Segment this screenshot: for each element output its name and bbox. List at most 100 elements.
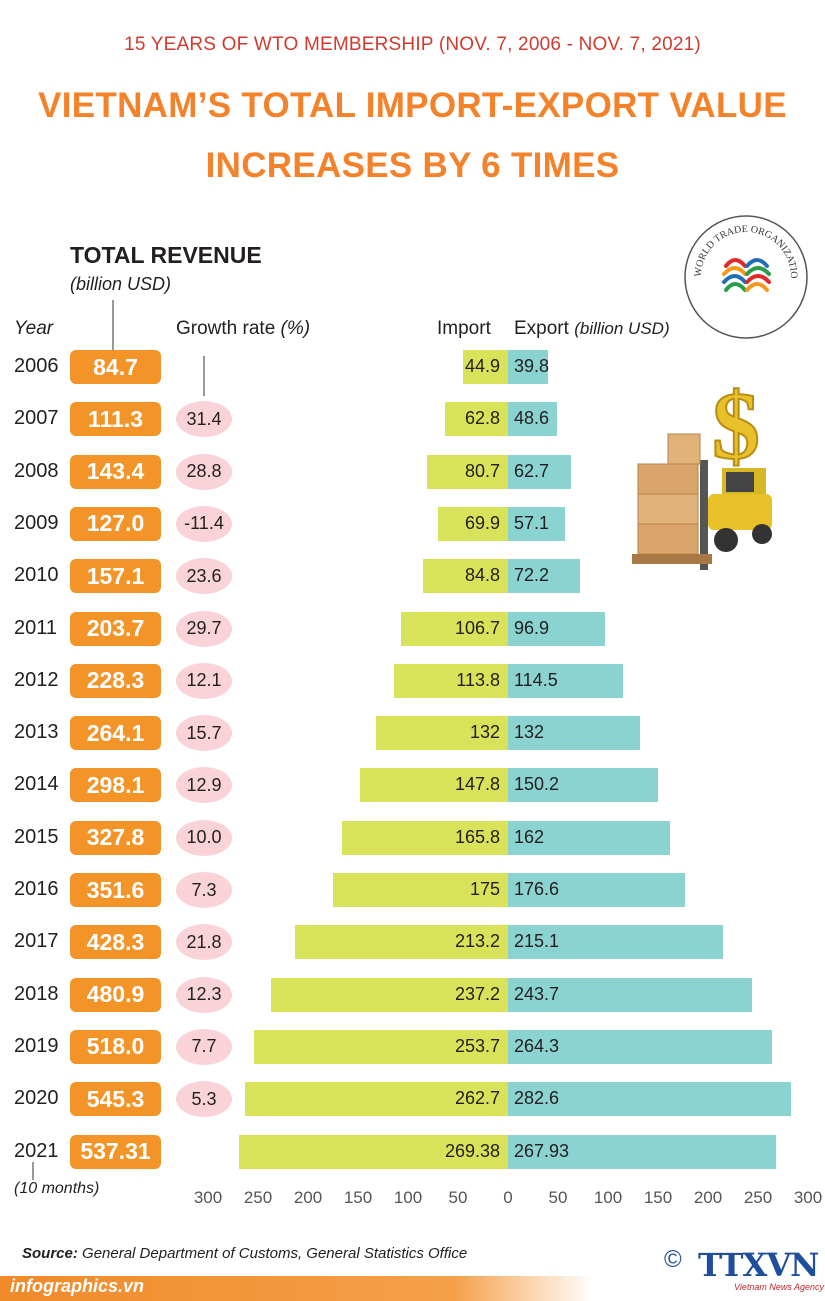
total-revenue-badge: 537.31 — [70, 1134, 161, 1169]
year-label: 2016 — [14, 878, 59, 900]
total-revenue-badge: 143.4 — [70, 454, 161, 489]
export-value-label: 282.6 — [514, 1088, 560, 1109]
growth-rate-badge: 12.9 — [176, 767, 232, 804]
import-value-label: 106.7 — [454, 617, 500, 638]
source-note: Source: General Department of Customs, G… — [22, 1245, 467, 1262]
export-bar — [508, 1082, 791, 1117]
total-revenue-badge: 127.0 — [70, 506, 161, 541]
export-value-label: 96.9 — [514, 617, 550, 638]
wto-logo: WORLD TRADE ORGANIZATION — [683, 214, 808, 339]
ten-months-note: (10 months) — [14, 1180, 100, 1197]
export-bar — [508, 559, 581, 594]
import-bar — [438, 506, 508, 541]
year-label: 2018 — [14, 982, 59, 1005]
year-label: 2011 — [14, 616, 58, 639]
import-bar — [294, 925, 508, 960]
x-tick-label: 0 — [503, 1188, 513, 1207]
export-column-header: Export (billion USD) — [514, 318, 670, 340]
export-value-label: 114.5 — [514, 669, 558, 690]
import-bar — [360, 768, 508, 803]
growth-leader-line — [203, 356, 205, 396]
year-label: 2015 — [14, 825, 59, 848]
growth-rate-badge: 29.7 — [176, 610, 232, 647]
export-bar — [508, 663, 623, 698]
export-bar — [508, 820, 670, 855]
import-value-label: 113.8 — [456, 669, 500, 690]
import-bar — [376, 716, 508, 751]
import-value-label: 132 — [469, 722, 500, 743]
page-title-line2: INCREASES BY 6 TIMES — [205, 146, 620, 185]
footer-site-link[interactable]: infographics.vn — [10, 1276, 145, 1296]
import-bar — [333, 873, 508, 907]
export-bar — [508, 506, 566, 541]
growth-rate-badge: 21.8 — [176, 924, 232, 961]
growth-rate-badge: 10.0 — [176, 819, 232, 856]
import-value-label: 175 — [469, 879, 500, 899]
total-leader-line — [112, 300, 114, 352]
import-value-label: 237.2 — [454, 983, 500, 1004]
export-value-label: 39.8 — [514, 356, 550, 376]
export-bar — [508, 1029, 773, 1064]
copyright-icon: © — [664, 1246, 682, 1273]
export-value-label: 264.3 — [514, 1035, 560, 1056]
export-value-label: 162 — [514, 826, 545, 847]
growth-rate-badge: 12.3 — [176, 976, 232, 1013]
year-label: 2006 — [14, 355, 59, 377]
year-label: 2009 — [14, 511, 59, 534]
total-revenue-badge: 545.3 — [70, 1082, 161, 1117]
export-bar — [508, 768, 659, 803]
import-bar — [394, 663, 508, 698]
export-value-label: 72.2 — [514, 565, 550, 586]
import-value-label: 147.8 — [454, 774, 500, 795]
growth-rate-badge: 23.6 — [176, 558, 232, 595]
export-bar — [508, 873, 685, 907]
footer-band — [0, 1276, 825, 1301]
year-column-header: Year — [14, 318, 54, 339]
year-label: 2014 — [14, 773, 59, 796]
x-tick-label: 150 — [343, 1188, 373, 1207]
export-value-label: 150.2 — [514, 774, 560, 795]
source-label: Source: — [22, 1245, 78, 1262]
x-tick-label: 100 — [393, 1188, 423, 1207]
growth-header-label: Growth rate — [176, 318, 276, 339]
export-bar — [508, 350, 548, 384]
growth-rate-badge: 5.3 — [176, 1081, 232, 1118]
growth-rate-badge: -11.4 — [176, 505, 232, 542]
export-value-label: 215.1 — [514, 931, 560, 952]
forklift-icon — [700, 460, 772, 570]
import-value-label: 44.9 — [464, 356, 500, 376]
total-revenue-badge: 203.7 — [70, 611, 161, 646]
x-tick-label: 300 — [793, 1188, 823, 1207]
x-tick-label: 50 — [448, 1188, 468, 1207]
brand-subtitle: Vietnam News Agency — [734, 1282, 825, 1292]
growth-rate-badge: 7.7 — [176, 1028, 232, 1065]
import-bar — [254, 1029, 508, 1064]
total-revenue-badge: 518.0 — [70, 1029, 161, 1064]
export-value-label: 267.93 — [514, 1140, 570, 1161]
export-bar — [508, 611, 605, 646]
year-label: 2013 — [14, 721, 59, 744]
year-label: 2007 — [14, 407, 59, 430]
export-bar — [508, 716, 640, 751]
export-value-label: 132 — [514, 722, 545, 743]
import-bar — [245, 1082, 508, 1117]
svg-text:$: $ — [712, 372, 760, 479]
x-tick-label: 250 — [243, 1188, 273, 1207]
import-bar — [445, 402, 508, 437]
import-bar — [427, 454, 508, 489]
total-revenue-badge: 157.1 — [70, 559, 161, 594]
total-revenue-badge: 264.1 — [70, 716, 161, 751]
total-revenue-badge: 480.9 — [70, 977, 161, 1012]
total-revenue-badge: 351.6 — [70, 873, 161, 907]
brand-logo: TTXVN — [698, 1246, 819, 1284]
source-text: General Department of Customs, General S… — [77, 1245, 468, 1262]
growth-rate-badge: 15.7 — [176, 715, 232, 752]
export-value-label: 57.1 — [514, 512, 550, 533]
export-value-label: 243.7 — [514, 983, 560, 1004]
export-header-label: Export — [514, 318, 569, 339]
total-revenue-badge: 228.3 — [70, 663, 161, 698]
total-revenue-heading: TOTAL REVENUE — [70, 242, 262, 268]
import-value-label: 84.8 — [464, 565, 500, 586]
subtitle: 15 YEARS OF WTO MEMBERSHIP (NOV. 7, 2006… — [124, 34, 701, 55]
import-value-label: 80.7 — [464, 460, 500, 481]
